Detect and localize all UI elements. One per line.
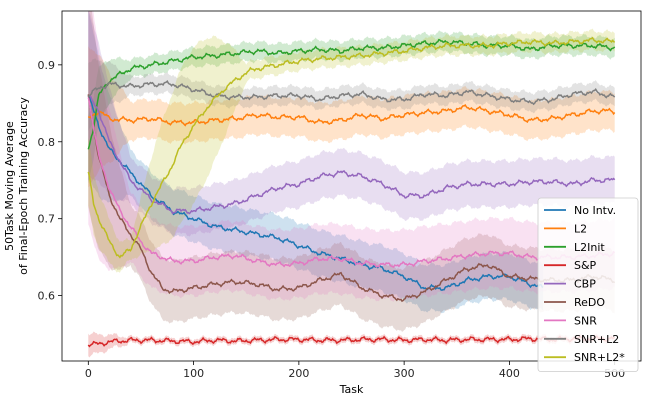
- legend-label: SNR: [574, 314, 597, 327]
- y-tick-label: 0.7: [38, 213, 56, 226]
- band-snr-l2: [88, 58, 615, 131]
- y-tick-label: 0.6: [38, 290, 56, 303]
- x-tick-label: 100: [183, 367, 204, 380]
- x-tick-label: 400: [499, 367, 520, 380]
- line-no-intv-: [87, 95, 544, 291]
- line-l2init: [87, 38, 616, 150]
- legend-label: L2: [574, 222, 587, 235]
- line-cbp: [87, 94, 616, 215]
- x-tick-label: 300: [394, 367, 415, 380]
- y-tick-label: 0.9: [38, 59, 56, 72]
- legend-label: L2Init: [574, 241, 605, 254]
- line-snr-l2: [87, 79, 616, 106]
- line-redo: [87, 94, 616, 303]
- y-axis-label-line-2: of Final-Epoch Training Accuracy: [17, 97, 30, 275]
- band-s-p: [88, 331, 615, 358]
- y-axis-ticks: 0.6 0.7 0.8 0.9: [38, 59, 62, 303]
- x-tick-label: 0: [85, 367, 92, 380]
- band-l2: [88, 46, 615, 188]
- legend-label: No Intv.: [574, 204, 616, 217]
- x-tick-label: 200: [288, 367, 309, 380]
- line-s-p: [87, 334, 616, 348]
- line-l2: [87, 103, 616, 127]
- legend-box: [537, 197, 639, 373]
- x-axis-label: Task: [339, 383, 364, 396]
- band-cbp: [88, 11, 615, 237]
- legend-label: ReDO: [574, 296, 605, 309]
- plot-frame: [61, 10, 642, 362]
- band-redo: [88, 11, 615, 332]
- y-axis-label-line-1: 50Task Moving Average: [3, 121, 16, 251]
- y-tick-label: 0.8: [38, 136, 56, 149]
- band-snr-l2-: [88, 28, 615, 273]
- confidence-bands: [88, 11, 615, 358]
- legend-label: SNR+L2*: [574, 351, 625, 364]
- legend-label: SNR+L2: [574, 333, 619, 346]
- series-lines: [87, 36, 616, 348]
- legend-label: CBP: [574, 278, 596, 291]
- legend-label: S&P: [574, 259, 597, 272]
- line-snr-l2-: [87, 36, 616, 259]
- band-snr: [88, 11, 615, 302]
- band-no-intv-: [88, 11, 544, 314]
- legend: No Intv. L2 L2Init S&P CBP ReDO SNR SNR+L2 SNR+L…: [537, 197, 639, 373]
- line-snr: [87, 97, 616, 269]
